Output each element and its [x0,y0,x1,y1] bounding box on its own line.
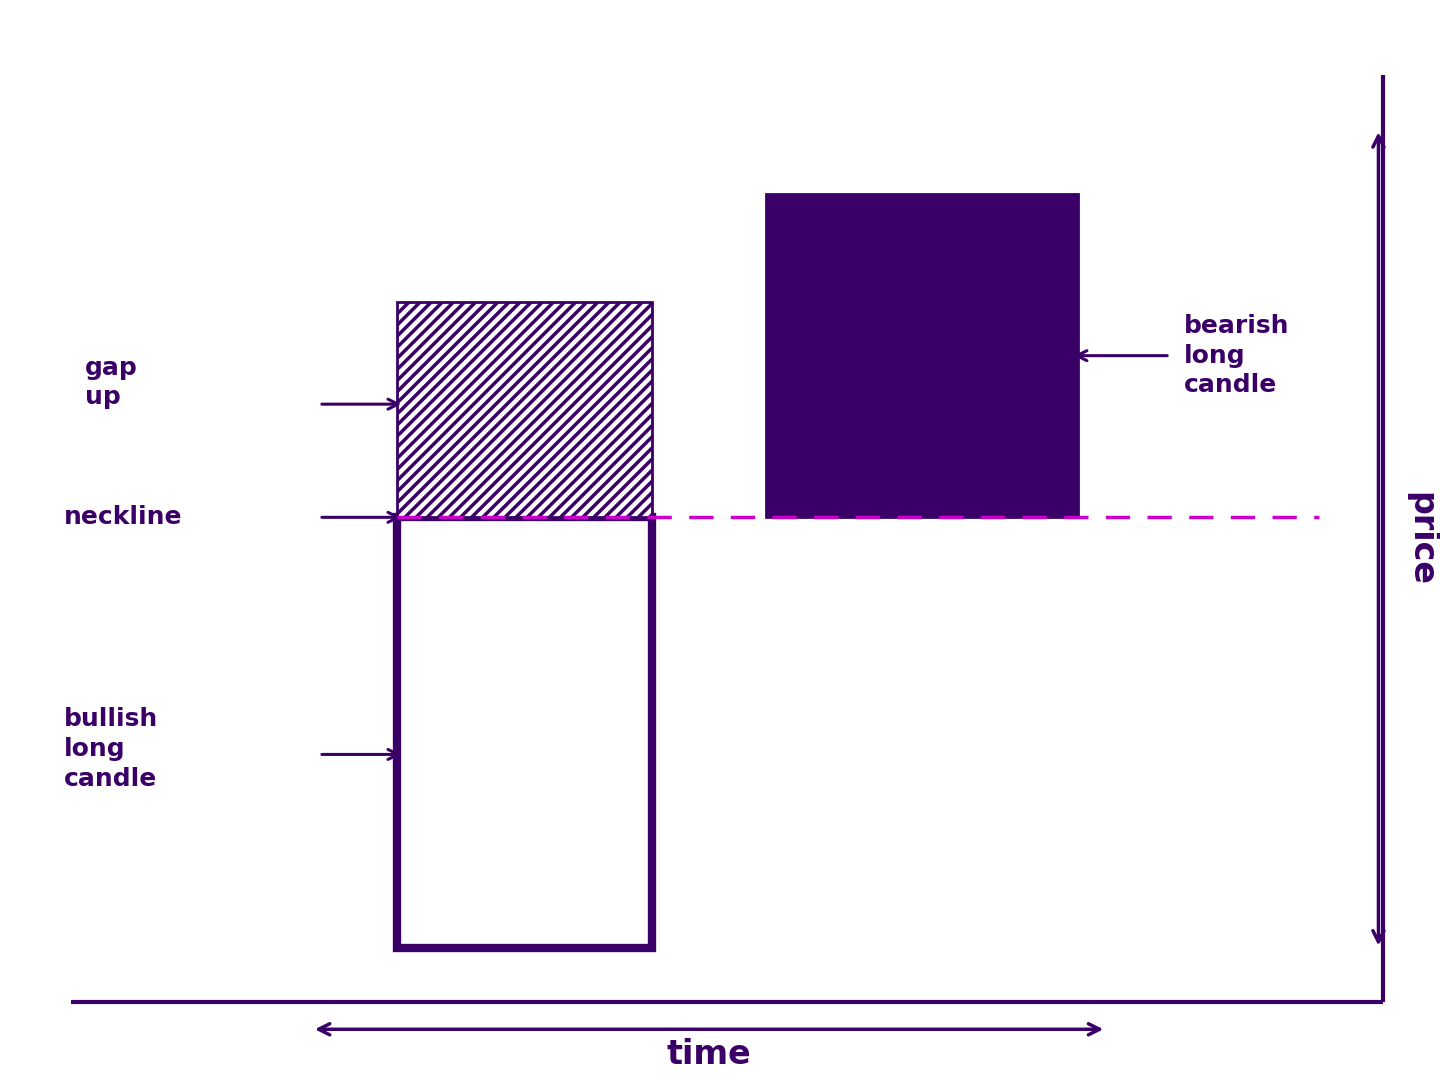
Text: gap
up: gap up [85,355,138,409]
Bar [766,194,1077,517]
Bar [397,301,652,517]
Text: bullish
long
candle: bullish long candle [63,707,158,791]
Text: neckline: neckline [63,505,183,529]
Text: price: price [1404,491,1437,585]
Text: time: time [667,1038,752,1071]
Bar [397,517,652,948]
Text: bearish
long
candle: bearish long candle [1184,314,1290,397]
